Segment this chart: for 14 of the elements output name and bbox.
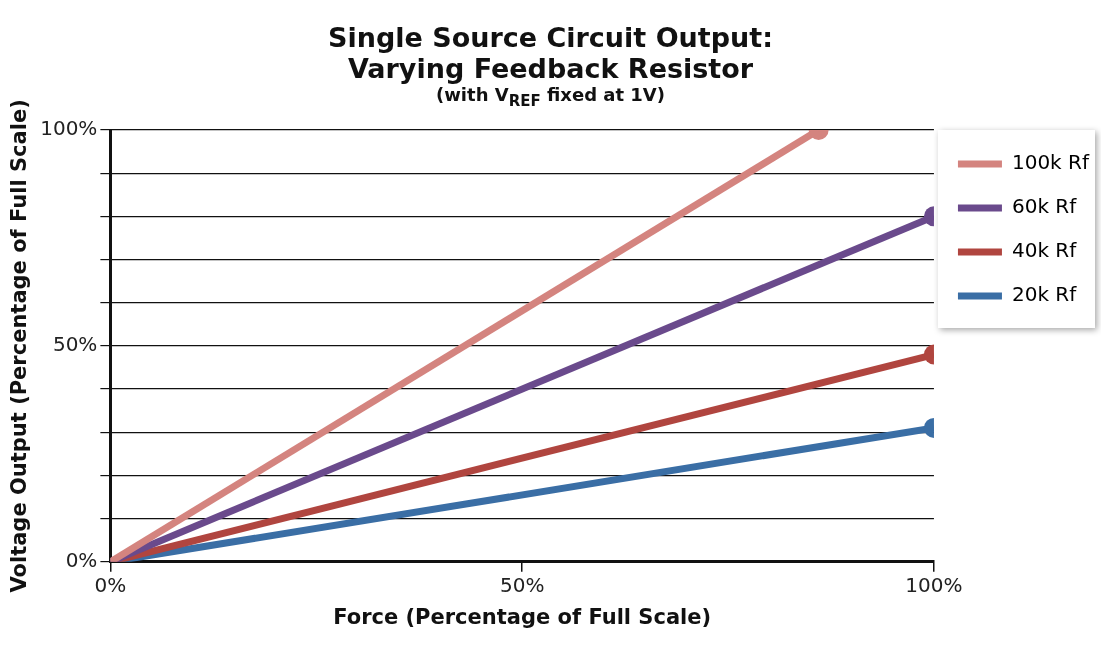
legend-label: 60k Rf	[1011, 194, 1078, 219]
legend-label: 20k Rf	[1011, 282, 1078, 307]
chart-subtitle: (with V$_{REF}$ fixed at 1V)	[436, 84, 665, 110]
chart-title: Single Source Circuit Output: Varying Feedback Resistor	[327, 22, 774, 84]
legend-label: 100k Rf	[1011, 150, 1090, 175]
legend-label: 40k Rf	[1011, 238, 1078, 263]
y-tick-label: 0%	[65, 548, 98, 572]
x-tick-label: 0%	[94, 573, 127, 597]
y-tick-label: 50%	[52, 332, 98, 357]
y-axis-title: Voltage Output (Percentage of Full Scale)	[7, 99, 32, 593]
x-tick-label: 50%	[499, 573, 545, 597]
y-tick-label: 100%	[40, 116, 98, 141]
x-axis-title: Force (Percentage of Full Scale)	[333, 604, 712, 629]
x-tick-label: 100%	[905, 573, 963, 597]
